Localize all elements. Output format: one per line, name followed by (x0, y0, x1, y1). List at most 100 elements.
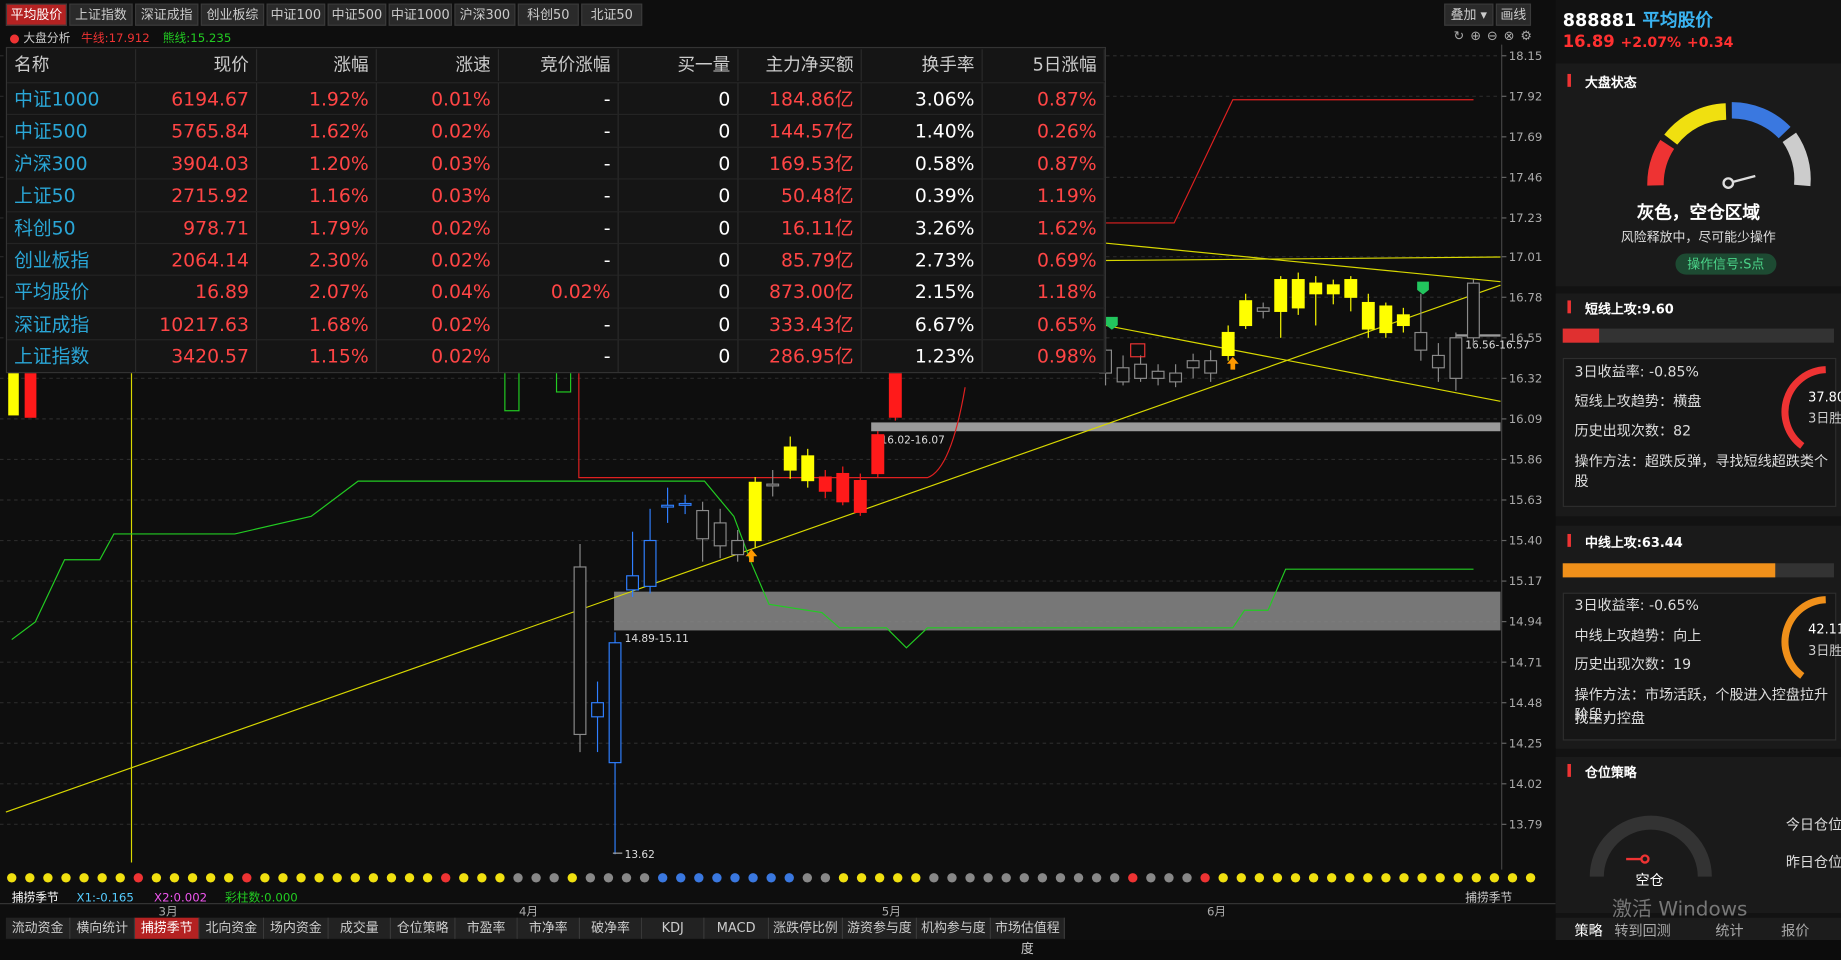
signal-dot (97, 873, 107, 883)
tab[interactable]: 北证50 (581, 3, 643, 26)
bottom-tab[interactable]: 破净率 (580, 917, 643, 939)
bottom-tab[interactable]: 成交量 (328, 917, 391, 939)
signal-dot (187, 873, 198, 883)
table-cell: 0.69% (982, 242, 1105, 276)
bottom-tab[interactable]: MACD (704, 917, 770, 939)
signal-icon (745, 549, 758, 563)
code: 888881 (1562, 9, 1637, 31)
table-cell: 0.87% (982, 146, 1105, 180)
table-cell: 0.02% (376, 114, 499, 148)
x-tick-label: 3月 (159, 904, 178, 918)
bottom-tab[interactable]: 流动资金 (5, 917, 71, 939)
table-cell: 科创50 (7, 210, 137, 244)
signal-dot (965, 873, 975, 883)
table-cell: 0.02% (376, 339, 499, 373)
bottom-tab[interactable]: 仓位策略 (390, 917, 456, 939)
table-header: 主力净买额 (739, 49, 862, 81)
section-title: 中线上攻:63.44 (1585, 535, 1683, 551)
bull-line (578, 99, 1474, 479)
info-line: 3日收益率: -0.65% (1574, 597, 1699, 614)
section-title: 短线上攻:9.60 (1585, 301, 1674, 317)
signal-dot (61, 873, 71, 883)
bottom-tab[interactable]: 北向资金 (199, 917, 265, 939)
signal-dot (1091, 873, 1102, 883)
table-cell: - (498, 339, 619, 373)
tab[interactable]: 中证500 (327, 3, 387, 26)
table-cell: 2715.92 (136, 178, 258, 212)
bottom-tab[interactable]: 市净率 (517, 917, 581, 939)
table-cell: 0.58% (861, 146, 983, 180)
marker (1567, 763, 1571, 777)
tab[interactable]: 科创50 (517, 3, 579, 26)
bottom-tab[interactable]: 涨跌停比例 (769, 917, 844, 939)
candle-body (1466, 282, 1480, 339)
signal-dot (278, 873, 288, 883)
candle-body (853, 480, 867, 513)
chart-tools[interactable]: ↻⊕⊖⊗⚙ (1453, 28, 1538, 44)
signal-dot (694, 873, 704, 883)
table-cell: 6.67% (861, 307, 983, 341)
candle-body (573, 566, 587, 736)
footer-tab[interactable]: 统计 (1715, 922, 1744, 939)
market-state: 灰色，空仓区域 (1636, 201, 1760, 223)
signal-dot (1272, 873, 1283, 883)
win-arc (1781, 596, 1826, 679)
bottom-tab[interactable]: 市场估值程度 (990, 917, 1065, 956)
signal-dot (151, 873, 162, 883)
trend-line (1103, 256, 1501, 262)
tab[interactable]: 创业板综 (200, 3, 265, 26)
overlay-button[interactable]: 叠加 ▾ (1444, 3, 1494, 26)
signal-dot (440, 873, 451, 883)
bottom-tab[interactable]: 游资参与度 (843, 917, 917, 939)
table-header: 换手率 (862, 49, 983, 81)
bottom-tab[interactable]: 机构参与度 (916, 917, 991, 939)
y-tick-label: 14.71 (1509, 655, 1543, 669)
name: 平均股价 (1642, 9, 1713, 31)
tab[interactable]: 上证指数 (69, 3, 133, 26)
table-cell: 0.02% (376, 242, 499, 276)
table-cell: 10217.63 (136, 307, 258, 341)
tab[interactable]: 中证100 (266, 3, 326, 26)
signal-icon (1226, 356, 1239, 370)
zone-label: 16.02-16.07 (881, 435, 945, 447)
signal-dot (459, 873, 469, 883)
footer-tab[interactable]: 策略 (1574, 922, 1603, 939)
signal-dot (1471, 873, 1482, 883)
bottom-tab[interactable]: 场内资金 (264, 917, 329, 939)
table-cell: 0 (618, 242, 739, 276)
marker (1567, 300, 1571, 314)
signal-dot (350, 873, 360, 883)
table-cell: 873.00亿 (738, 275, 862, 308)
tab[interactable]: 深证成指 (135, 3, 199, 26)
progress-track (1562, 563, 1834, 578)
signal-badge: 操作信号:S点 (1675, 253, 1777, 275)
signal-dot (947, 873, 957, 883)
signal-dot (1489, 873, 1500, 883)
signal-dot (25, 873, 35, 883)
draw-button[interactable]: 画线 (1495, 3, 1532, 26)
table-cell: 1.18% (982, 275, 1105, 308)
bottom-tab[interactable]: 横向统计 (70, 917, 136, 939)
footer-tab[interactable]: 转到回测 (1614, 922, 1671, 939)
footer-tab[interactable]: 报价 (1781, 922, 1810, 939)
signal-dot (1308, 873, 1319, 883)
tab[interactable]: 沪深300 (454, 3, 516, 26)
bull-value: 牛线:17.912 (81, 32, 150, 46)
info-line: 3日收益率: -0.85% (1574, 363, 1699, 381)
info-line: 历史出现次数：19 (1574, 656, 1692, 673)
gauge-arc (1589, 815, 1712, 877)
x-tick-label: 6月 (1207, 904, 1226, 918)
table-cell: - (498, 307, 619, 341)
table-cell: - (498, 146, 619, 180)
tab[interactable]: 平均股价 (5, 3, 67, 26)
bottom-tab[interactable]: 捕捞季节 (135, 917, 200, 939)
bottom-tab[interactable]: KDJ (642, 917, 705, 939)
signal-dot (1146, 873, 1156, 883)
table-cell: 平均股价 (7, 275, 137, 308)
tab[interactable]: 中证1000 (388, 3, 453, 26)
bottom-tab[interactable]: 市盈率 (455, 917, 518, 939)
signal-dot (368, 873, 379, 883)
table-header: 现价 (136, 49, 258, 81)
y-tick-label: 14.25 (1509, 736, 1543, 750)
signal-dot (332, 873, 342, 883)
